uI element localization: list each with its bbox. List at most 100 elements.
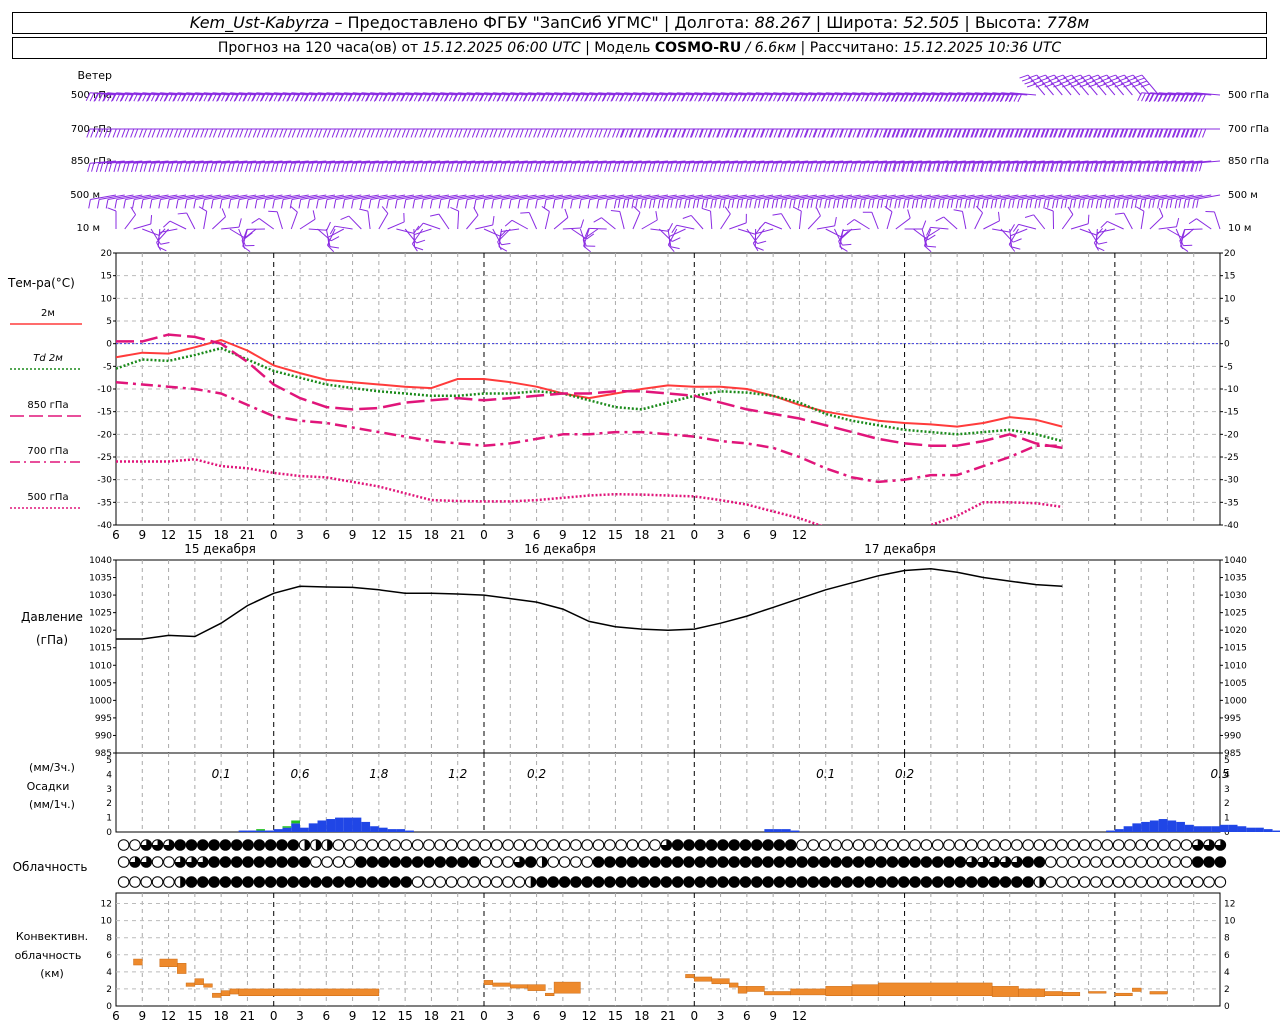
wind-barb-feather — [424, 162, 428, 172]
cloud-clear — [310, 856, 322, 868]
wind-barb-feather — [738, 128, 743, 138]
wind-barb-shaft — [300, 194, 327, 201]
wind-barb-shaft — [825, 228, 842, 238]
wind-barb-feather — [1180, 92, 1186, 102]
wind-barb — [482, 194, 511, 209]
wind-barb-feather — [121, 128, 126, 138]
cloud-symbol — [321, 876, 333, 888]
wind-barb-shaft — [747, 194, 774, 201]
wind-barb-feather — [853, 162, 857, 172]
wind-barb — [777, 92, 809, 102]
temperature-tick-right: 10 — [1224, 294, 1236, 304]
wind-barb-shaft — [528, 212, 538, 230]
cloud-symbol — [321, 839, 333, 851]
wind-barb-feather — [441, 162, 445, 172]
wind-barb-feather — [952, 128, 957, 138]
wind-barb-feather — [1171, 128, 1176, 138]
convective-tick-left: 10 — [101, 917, 113, 927]
wind-barb-feather — [582, 239, 586, 249]
cloud-symbol — [196, 839, 209, 851]
wind-barb-feather — [107, 128, 112, 138]
wind-barb-feather — [324, 199, 328, 209]
precip-bar — [238, 830, 248, 832]
wind-barb — [219, 194, 248, 209]
wind-barb-shaft — [992, 160, 1019, 164]
wind-barb-shaft — [1097, 160, 1124, 164]
cloud-symbol — [750, 856, 763, 868]
wind-barb-feather — [1040, 128, 1045, 138]
wind-barb — [1089, 74, 1116, 96]
cloud-symbol — [400, 856, 413, 868]
wind-barb-feather — [519, 128, 524, 138]
wind-barb-feather — [1013, 93, 1019, 102]
wind-barb-feather — [1067, 162, 1071, 172]
wind-barb-feather — [900, 92, 906, 102]
wind-barb-feather — [581, 162, 586, 172]
wind-barb-feather — [115, 92, 121, 102]
wind-barb-feather — [934, 93, 940, 102]
wind-barb-feather — [794, 93, 800, 102]
wind-barb-feather — [905, 162, 910, 172]
wind-barb-shaft — [1071, 194, 1098, 201]
wind-barb-feather — [240, 162, 244, 172]
wind-barb — [437, 160, 467, 173]
wind-barb — [1054, 74, 1081, 96]
wind-barb-shaft — [1079, 228, 1097, 236]
wind-barb-feather — [291, 128, 296, 138]
pressure-tick-left: 1030 — [89, 591, 112, 601]
cloud-clear — [988, 839, 1001, 851]
wind-barb-feather — [781, 92, 787, 102]
wind-barb-feather — [195, 128, 200, 138]
precip-bar — [1237, 826, 1247, 832]
wind-barb-feather — [1145, 128, 1150, 138]
precip-title: Осадки — [27, 780, 70, 793]
wind-barb-feather — [601, 93, 607, 102]
cloud-overcast — [943, 876, 955, 888]
hour-label-mid: 9 — [349, 528, 357, 542]
wind-barb-feather — [760, 128, 765, 138]
cloud-symbol — [1146, 876, 1159, 888]
wind-barb-feather — [295, 93, 300, 102]
wind-barb-shaft — [791, 160, 817, 164]
pressure-tick-left: 1000 — [89, 696, 112, 706]
wind-barb-feather — [504, 219, 513, 227]
wind-barb — [929, 194, 958, 209]
wind-barb-feather — [473, 207, 479, 216]
wind-barb-shaft — [195, 160, 222, 164]
wind-barb-feather — [695, 162, 700, 172]
cloud-symbol — [909, 839, 921, 851]
wind-barb-shaft — [1019, 194, 1045, 201]
wind-barb-shaft — [1070, 223, 1089, 230]
wind-barb-feather — [667, 244, 675, 252]
cloud-symbol — [1056, 876, 1068, 888]
wind-barb — [331, 92, 362, 102]
cloud-symbol — [1044, 876, 1057, 888]
wind-barb — [252, 92, 283, 102]
wind-barb-feather — [768, 128, 773, 138]
cloud-clear — [1146, 856, 1159, 868]
cloud-symbol — [750, 839, 763, 851]
cloud-symbol — [366, 839, 379, 851]
wind-barb-feather — [138, 128, 144, 138]
hour-label-mid: 18 — [424, 528, 439, 542]
wind-barb-feather — [1138, 80, 1148, 85]
wind-barb-feather — [998, 163, 1002, 173]
wind-barb — [464, 194, 493, 209]
precip-bar — [396, 829, 406, 832]
wind-barb-feather — [541, 206, 550, 212]
cloud-symbol — [242, 856, 254, 868]
wind-barb-feather — [799, 128, 805, 138]
wind-barb-shaft — [694, 160, 721, 164]
cloud-overcast — [276, 876, 288, 888]
wind-barb-feather — [893, 163, 897, 173]
wind-barb — [602, 92, 633, 102]
wind-barb-shaft — [773, 160, 800, 164]
wind-barb-feather — [1174, 199, 1178, 209]
cloud-overcast — [739, 839, 752, 851]
cloud-clear — [423, 876, 435, 888]
wind-barb-feather — [282, 92, 288, 102]
precip-bar — [264, 830, 274, 832]
wind-barb — [1130, 194, 1159, 209]
wind-barb — [403, 194, 432, 209]
cloud-symbol — [773, 856, 786, 868]
